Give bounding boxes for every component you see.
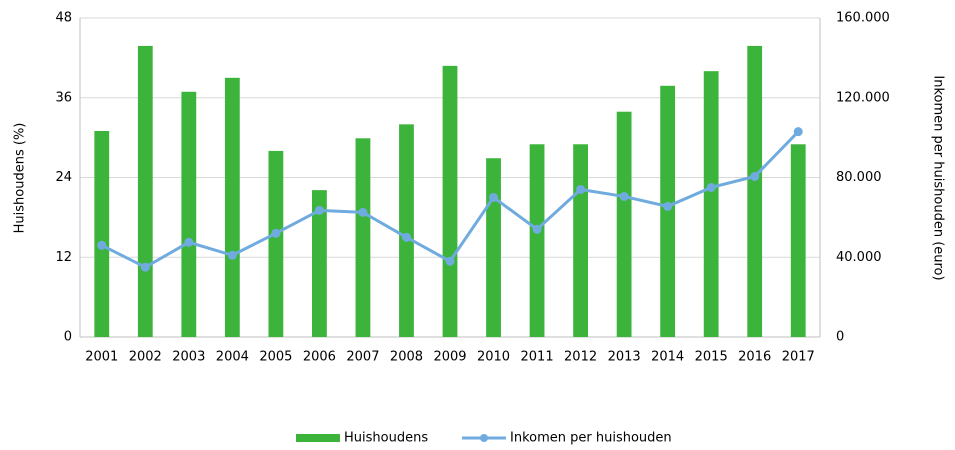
- legend-label: Huishoudens: [344, 431, 428, 446]
- legend-label: Inkomen per huishouden: [510, 431, 672, 446]
- y2-axis-label: Inkomen per huishouden (euro): [931, 75, 946, 280]
- line-point: [793, 127, 803, 137]
- y-axis-label: Huishoudens (%): [13, 123, 28, 234]
- x-tick-label: 2008: [390, 350, 423, 365]
- y-tick-label: 48: [55, 11, 72, 26]
- bar: [312, 190, 327, 337]
- line-point: [314, 205, 324, 215]
- bar: [616, 111, 632, 337]
- line-point: [706, 182, 716, 192]
- line-point: [445, 256, 455, 266]
- y-tick-label: 0: [64, 330, 72, 345]
- line-point: [401, 232, 411, 242]
- y2-tick-label: 0: [836, 330, 844, 345]
- bar: [747, 45, 763, 337]
- bar: [486, 158, 501, 337]
- line-point: [97, 240, 107, 250]
- x-tick-label: 2007: [346, 350, 379, 365]
- x-tick-label: 2003: [172, 350, 205, 365]
- line-point: [227, 250, 237, 260]
- line-point: [358, 207, 368, 217]
- legend-swatch: [296, 434, 340, 442]
- line-point: [619, 191, 629, 201]
- bar: [442, 65, 458, 337]
- y2-tick-label: 120.000: [836, 90, 890, 105]
- bar: [268, 150, 284, 337]
- y-tick-label: 12: [55, 250, 72, 265]
- y2-tick-label: 40.000: [836, 250, 882, 265]
- y-tick-label: 36: [55, 90, 72, 105]
- bar: [660, 85, 676, 337]
- bar: [224, 77, 240, 337]
- y2-tick-label: 80.000: [836, 170, 882, 185]
- bar: [181, 91, 197, 337]
- line-point: [663, 201, 673, 211]
- x-tick-label: 2015: [695, 350, 728, 365]
- bar: [703, 71, 719, 338]
- x-tick-label: 2010: [477, 350, 510, 365]
- line-point: [750, 172, 760, 182]
- x-tick-label: 2009: [433, 350, 466, 365]
- x-tick-label: 2005: [259, 350, 292, 365]
- line-point: [184, 237, 194, 247]
- x-tick-label: 2016: [738, 350, 771, 365]
- legend-swatch: [480, 434, 488, 442]
- x-tick-label: 2002: [129, 350, 162, 365]
- x-tick-label: 2014: [651, 350, 684, 365]
- bar: [399, 124, 414, 337]
- bar: [94, 130, 110, 337]
- bar: [137, 45, 153, 337]
- x-tick-label: 2006: [303, 350, 336, 365]
- x-tick-label: 2017: [782, 350, 815, 365]
- x-tick-label: 2012: [564, 350, 597, 365]
- line-point: [576, 184, 586, 194]
- bar: [790, 144, 806, 337]
- line-point: [532, 224, 542, 234]
- line-point: [271, 228, 281, 238]
- x-tick-label: 2011: [521, 350, 554, 365]
- bar: [355, 138, 371, 337]
- bar: [529, 144, 545, 337]
- line-point: [140, 262, 150, 272]
- line-point: [489, 192, 499, 202]
- y-tick-label: 24: [55, 170, 72, 185]
- y2-tick-label: 160.000: [836, 11, 890, 26]
- x-tick-label: 2013: [608, 350, 641, 365]
- bar: [573, 144, 588, 337]
- x-tick-label: 2004: [216, 350, 249, 365]
- x-tick-label: 2001: [85, 350, 118, 365]
